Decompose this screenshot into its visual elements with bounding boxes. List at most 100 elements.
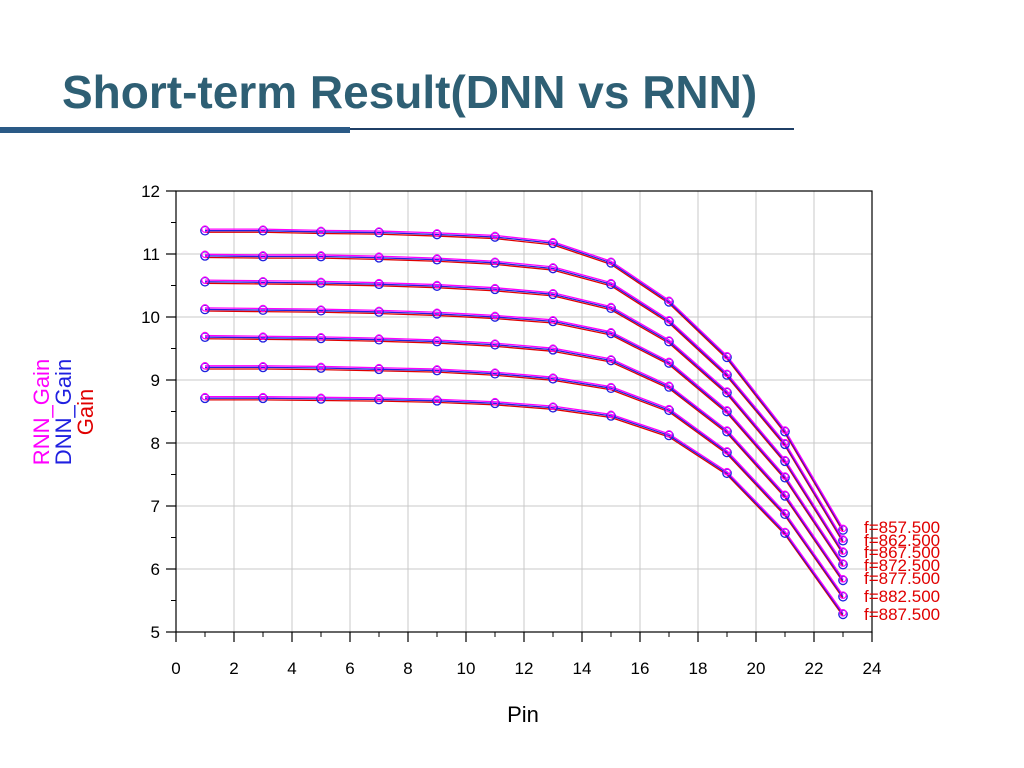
rnn-point: [665, 357, 673, 366]
rnn-point: [491, 339, 499, 347]
rnn-point: [375, 306, 383, 315]
rnn-point: [375, 227, 383, 235]
rnn-point: [491, 397, 499, 406]
rnn-point: [317, 226, 325, 235]
rnn-point: [665, 430, 673, 438]
rnn-point: [607, 410, 615, 419]
rnn-point: [375, 334, 383, 342]
x-tick-label: 4: [287, 659, 296, 678]
rnn-point: [549, 344, 557, 352]
rnn-line: [204, 253, 844, 540]
rnn-point: [433, 229, 441, 237]
rnn-point: [433, 308, 441, 317]
rnn-point: [317, 277, 325, 286]
series-f=857.500: [200, 225, 848, 535]
rnn-point: [607, 328, 615, 336]
x-tick-label: 24: [863, 659, 882, 678]
gain-line: [204, 338, 844, 583]
gain-line: [204, 282, 844, 555]
rnn-point: [781, 508, 789, 517]
rnn-point: [665, 404, 673, 413]
x-tick-label: 10: [457, 659, 476, 678]
series-label: f=882.500: [864, 587, 940, 606]
rnn-line: [204, 307, 844, 564]
dnn-line: [205, 230, 844, 531]
rnn-point: [839, 524, 847, 533]
rnn-point: [781, 490, 789, 499]
rnn-point: [549, 373, 557, 381]
rnn-point: [317, 362, 325, 371]
y-axis-title-gain: Gain: [73, 389, 98, 435]
x-tick-label: 6: [345, 659, 354, 678]
y-tick-label: 5: [151, 623, 160, 642]
rnn-point: [491, 257, 499, 266]
rnn-line: [205, 228, 844, 529]
rnn-point: [375, 252, 383, 261]
x-axis-title: Pin: [507, 702, 539, 727]
y-tick-label: 12: [141, 182, 160, 201]
slide-title: Short-term Result(DNN vs RNN): [62, 66, 758, 118]
rnn-line: [204, 279, 844, 552]
rnn-point: [549, 402, 557, 410]
rnn-point: [491, 231, 499, 240]
rnn-point: [781, 527, 789, 536]
rnn-point: [259, 225, 267, 233]
rnn-point: [839, 608, 847, 617]
dnn-line: [205, 366, 844, 598]
rnn-point: [259, 362, 267, 370]
dnn-line: [204, 336, 844, 581]
rnn-point: [839, 591, 847, 599]
y-axis-title-rnn-gain: RNN_Gain: [29, 359, 54, 465]
rnn-line: [205, 365, 844, 596]
rnn-point: [201, 304, 209, 312]
x-tick-label: 14: [573, 659, 592, 678]
rnn-point: [317, 333, 325, 341]
dnn-line: [204, 308, 844, 565]
x-tick-label: 22: [805, 659, 824, 678]
gain-line: [204, 310, 844, 567]
rnn-point: [375, 363, 383, 372]
rnn-point: [201, 392, 209, 401]
dnn-line: [204, 281, 844, 553]
series-label: f=887.500: [864, 605, 940, 624]
rnn-point: [317, 305, 325, 313]
rnn-point: [549, 237, 557, 246]
rnn-point: [259, 276, 267, 285]
x-tick-label: 12: [515, 659, 534, 678]
title-underline-thick: [0, 127, 350, 133]
rnn-point: [259, 332, 267, 341]
y-axis-title: RNN_GainDNN_GainGain: [29, 359, 98, 465]
rnn-point: [723, 426, 731, 434]
x-tick-label: 16: [631, 659, 650, 678]
data-series: [200, 225, 848, 620]
series-f=882.500: [200, 362, 848, 602]
rnn-point: [259, 392, 267, 401]
rnn-point: [839, 559, 847, 567]
rnn-point: [491, 368, 499, 376]
rnn-point: [201, 250, 209, 259]
rnn-point: [607, 257, 615, 266]
rnn-point: [375, 394, 383, 402]
x-tick-label: 18: [689, 659, 708, 678]
series-f=862.500: [200, 250, 848, 546]
rnn-point: [201, 276, 209, 284]
x-tick-label: 20: [747, 659, 766, 678]
y-tick-label: 7: [151, 497, 160, 516]
gain-line: [205, 368, 844, 599]
series-f=867.500: [200, 276, 848, 558]
x-tick-label: 0: [171, 659, 180, 678]
rnn-point: [201, 362, 209, 370]
dnn-line: [205, 397, 844, 615]
series-f=887.500: [200, 392, 848, 620]
series-labels: f=857.500f=862.500f=867.500f=872.500f=87…: [864, 518, 940, 624]
rnn-point: [665, 296, 673, 305]
rnn-point: [781, 472, 789, 480]
rnn-point: [549, 316, 557, 324]
series-label: f=862.500: [864, 531, 940, 550]
rnn-point: [549, 263, 557, 271]
series-label: f=867.500: [864, 543, 940, 562]
rnn-point: [781, 455, 789, 464]
rnn-point: [259, 304, 267, 313]
